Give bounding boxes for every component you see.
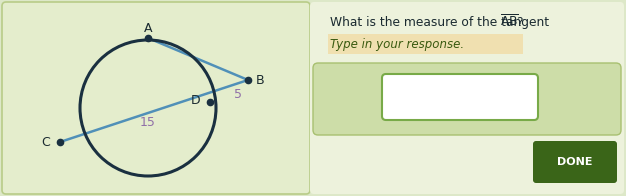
FancyBboxPatch shape bbox=[2, 2, 310, 194]
Text: 5: 5 bbox=[234, 87, 242, 101]
Text: Type in your response.: Type in your response. bbox=[330, 37, 464, 51]
FancyBboxPatch shape bbox=[313, 63, 621, 135]
FancyBboxPatch shape bbox=[533, 141, 617, 183]
Text: DONE: DONE bbox=[557, 157, 593, 167]
Text: 15: 15 bbox=[140, 115, 156, 129]
Text: D: D bbox=[191, 93, 201, 106]
Text: $\overline{\rm AB}$?: $\overline{\rm AB}$? bbox=[500, 14, 524, 30]
Text: What is the measure of the tangent: What is the measure of the tangent bbox=[330, 15, 553, 28]
Text: B: B bbox=[255, 74, 264, 86]
FancyBboxPatch shape bbox=[328, 34, 523, 54]
Text: C: C bbox=[41, 135, 50, 149]
FancyBboxPatch shape bbox=[382, 74, 538, 120]
FancyBboxPatch shape bbox=[310, 2, 624, 194]
Text: A: A bbox=[144, 22, 152, 34]
